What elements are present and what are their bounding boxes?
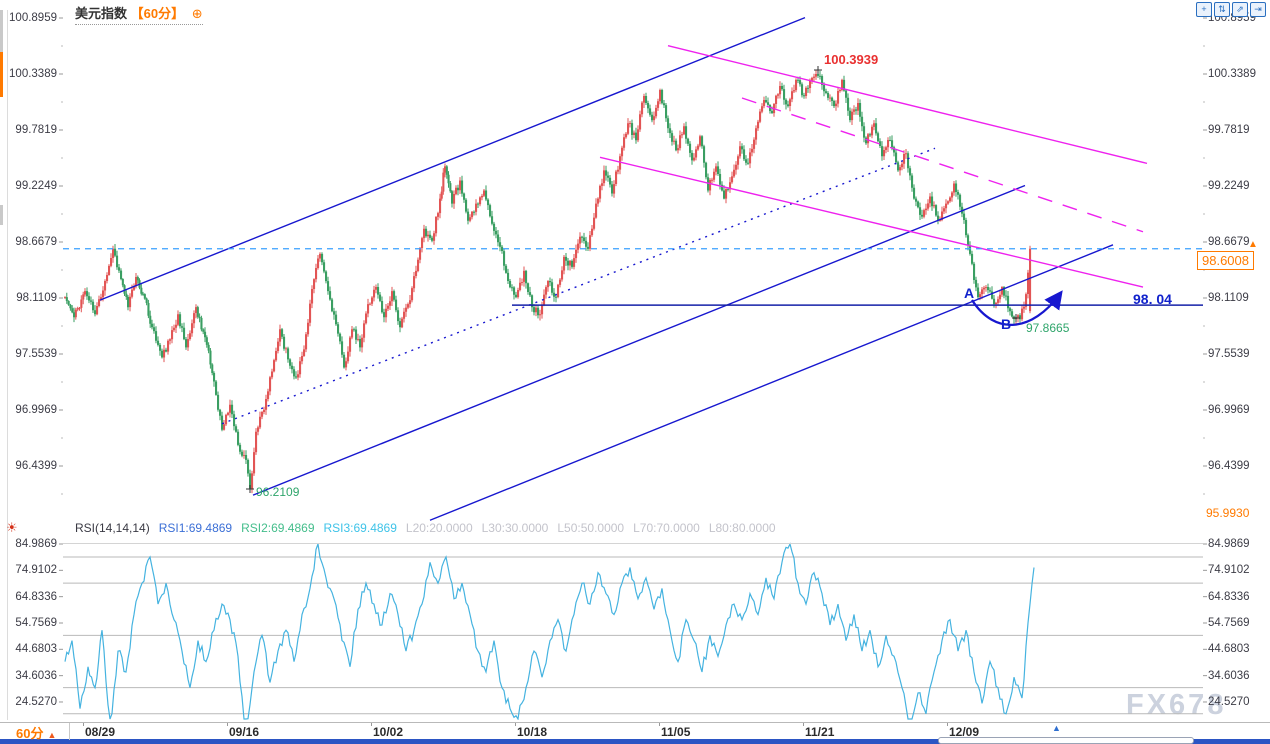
add-indicator-icon[interactable]: ⊕ — [191, 6, 203, 21]
rsi-legend-item: L30:30.0000 — [481, 521, 549, 535]
current-price-tag: 98.6008 — [1197, 251, 1254, 270]
rsi-legend-item: RSI2:69.4869 — [241, 521, 315, 535]
chart-toolbar: + ⇅ ⇗ ⇥ — [1196, 2, 1266, 17]
time-axis — [0, 722, 1270, 741]
indicator-settings-icon[interactable]: ☀ — [6, 520, 18, 535]
session-low-label: 95.9930 — [1206, 506, 1250, 520]
timeframe-label: 【60分】 — [130, 6, 185, 21]
rsi-legend-item: L20:20.0000 — [405, 521, 473, 535]
left-edge-indicator-segment — [0, 10, 3, 52]
rsi-legend-item: RSI1:69.4869 — [158, 521, 233, 535]
timeframe-selector[interactable]: 60分 ▲ — [0, 723, 70, 741]
timeframe-dropdown-icon: ▲ — [47, 730, 57, 740]
rsi-legend-item: RSI(14,14,14) — [75, 521, 150, 535]
rsi-legend: RSI(14,14,14) RSI1:69.4869 RSI2:69.4869 RSI… — [75, 521, 785, 535]
chart-title: 美元指数 【60分】 ⊕ — [75, 3, 203, 25]
rsi-panel-separator — [63, 543, 1203, 544]
zoom-reset-icon[interactable]: ⇗ — [1232, 2, 1248, 17]
left-edge-indicator-segment — [0, 52, 3, 97]
rsi-legend-item: L80:80.0000 — [708, 521, 776, 535]
timeframe-value: 60分 — [16, 726, 44, 741]
rsi-legend-item: RSI3:69.4869 — [323, 521, 397, 535]
symbol-name: 美元指数 — [75, 6, 128, 21]
crosshair-move-icon[interactable]: + — [1196, 2, 1212, 17]
current-time-marker: ▲ — [1052, 723, 1061, 733]
left-edge-border — [7, 10, 8, 720]
horizontal-scrollbar-track[interactable] — [0, 739, 1270, 744]
watermark: FX678 — [1126, 689, 1227, 721]
auto-scale-icon[interactable]: ⇅ — [1214, 2, 1230, 17]
left-edge-indicator-segment — [0, 205, 3, 225]
price-up-arrow-icon: ▲ — [1248, 239, 1258, 250]
rsi-legend-item: L50:50.0000 — [557, 521, 625, 535]
horizontal-scrollbar-thumb[interactable] — [938, 737, 1194, 744]
rsi-legend-item: L70:70.0000 — [633, 521, 700, 535]
scroll-to-end-icon[interactable]: ⇥ — [1250, 2, 1266, 17]
